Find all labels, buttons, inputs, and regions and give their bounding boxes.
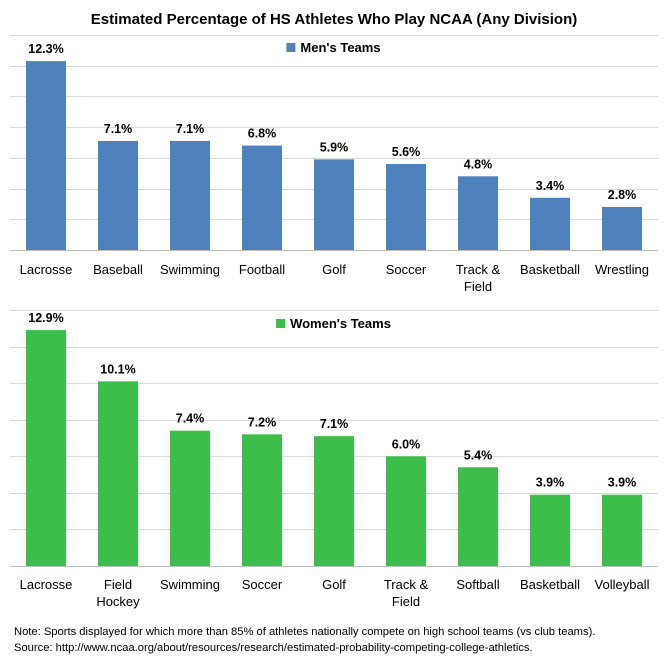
womens-data-label-5: 7.1% (320, 417, 349, 431)
womens-bar-6 (386, 456, 426, 566)
womens-legend-swatch (276, 319, 286, 328)
mens-data-label-2: 7.1% (104, 122, 133, 136)
mens-bar-7 (458, 176, 498, 250)
source-note: Source: http://www.ncaa.org/about/resour… (14, 642, 533, 654)
womens-tick-label-8: Basketball (520, 577, 580, 592)
womens-bar-9 (602, 494, 642, 566)
womens-data-label-3: 7.4% (176, 412, 205, 426)
mens-data-label-8: 3.4% (536, 179, 565, 193)
womens-bar-1 (26, 330, 66, 566)
womens-bar-3 (170, 430, 210, 566)
mens-legend-swatch (286, 43, 296, 52)
womens-data-label-8: 3.9% (536, 476, 565, 490)
mens-data-label-9: 2.8% (608, 188, 637, 202)
mens-data-label-7: 4.8% (464, 157, 493, 171)
womens-data-label-6: 6.0% (392, 437, 421, 451)
womens-data-label-2: 10.1% (100, 362, 135, 376)
womens-data-label-9: 3.9% (608, 476, 637, 490)
mens-legend-label: Men's Teams (300, 40, 380, 55)
mens-bar-8 (530, 197, 570, 250)
womens-bar-5 (314, 436, 354, 566)
womens-tick-label-9: Volleyball (595, 577, 650, 592)
mens-data-label-3: 7.1% (176, 122, 205, 136)
womens-tick-label-7: Softball (456, 577, 499, 592)
mens-tick-label-2: Baseball (93, 262, 143, 277)
womens-tick-label-5: Golf (322, 577, 346, 592)
mens-tick-label-5: Golf (322, 262, 346, 277)
mens-bar-3 (170, 140, 210, 250)
mens-data-label-1: 12.3% (28, 42, 63, 56)
mens-tick-label-9: Wrestling (595, 262, 649, 277)
womens-tick-label-6: Track & Field (384, 577, 429, 609)
womens-bar-8 (530, 494, 570, 566)
mens-tick-label-3: Swimming (160, 262, 220, 277)
mens-bar-4 (242, 145, 282, 250)
mens-bar-2 (98, 140, 138, 250)
mens-data-label-4: 6.8% (248, 127, 277, 141)
footnote: Note: Sports displayed for which more th… (14, 626, 596, 638)
womens-data-label-4: 7.2% (248, 415, 277, 429)
womens-bar-2 (98, 381, 138, 566)
mens-bar-9 (602, 207, 642, 250)
womens-bar-4 (242, 434, 282, 566)
womens-tick-label-3: Swimming (160, 577, 220, 592)
womens-bar-7 (458, 467, 498, 566)
mens-data-label-6: 5.6% (392, 145, 421, 159)
womens-tick-label-2: Field Hockey (96, 577, 140, 609)
womens-data-label-1: 12.9% (28, 311, 63, 325)
womens-legend-label: Women's Teams (290, 316, 391, 331)
womens-tick-label-1: Lacrosse (20, 577, 73, 592)
womens-tick-label-4: Soccer (242, 577, 283, 592)
mens-tick-label-1: Lacrosse (20, 262, 73, 277)
mens-bar-1 (26, 61, 66, 250)
mens-bar-5 (314, 159, 354, 250)
mens-tick-label-4: Football (239, 262, 285, 277)
womens-data-label-7: 5.4% (464, 448, 493, 462)
mens-tick-label-8: Basketball (520, 262, 580, 277)
mens-tick-label-7: Track & Field (456, 262, 501, 294)
mens-data-label-5: 5.9% (320, 140, 349, 154)
mens-bar-6 (386, 164, 426, 250)
chart-title: Estimated Percentage of HS Athletes Who … (91, 11, 577, 28)
mens-tick-label-6: Soccer (386, 262, 427, 277)
